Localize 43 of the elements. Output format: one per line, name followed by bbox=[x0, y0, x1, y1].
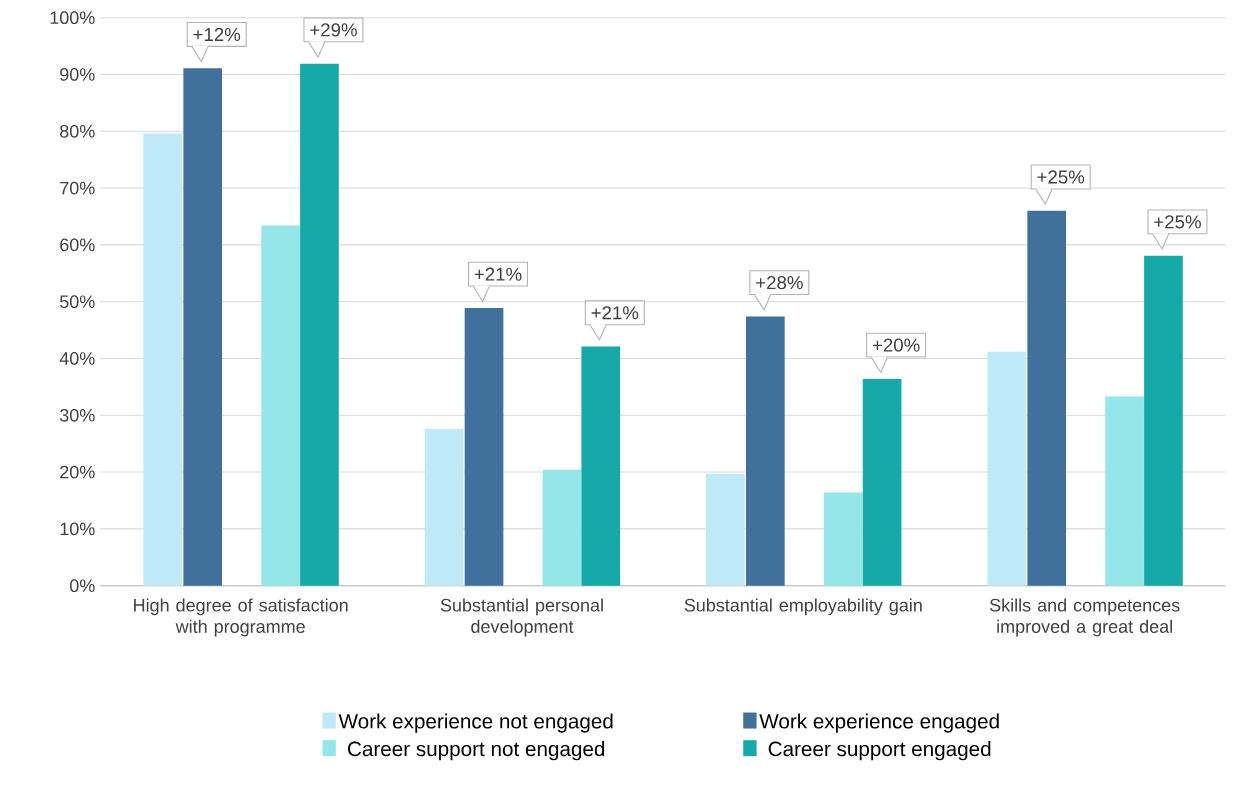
y-tick-label: 90% bbox=[60, 68, 95, 81]
y-tick-label: 100% bbox=[50, 11, 95, 25]
y-tick-label: 80% bbox=[60, 125, 95, 138]
legend-label: Career support engaged bbox=[768, 741, 991, 761]
annotation: +21% bbox=[474, 267, 522, 281]
bar bbox=[1027, 210, 1067, 586]
y-tick-label: 50% bbox=[59, 295, 95, 309]
bar bbox=[987, 351, 1027, 586]
legend-label: Work experience not engaged bbox=[338, 713, 613, 733]
y-tick-label: 40% bbox=[59, 352, 95, 365]
bar bbox=[424, 429, 464, 586]
y-tick-label: 10% bbox=[60, 522, 95, 536]
annotation: +20% bbox=[872, 338, 920, 352]
bar bbox=[862, 379, 902, 586]
bar bbox=[1144, 255, 1183, 586]
bar bbox=[706, 473, 745, 586]
y-tick-label: 20% bbox=[60, 465, 95, 479]
y-tick-label: 0% bbox=[69, 579, 95, 593]
x-tick-label: High degree of satisfaction with programme bbox=[134, 598, 348, 637]
legend-label: Work experience engaged bbox=[759, 713, 999, 733]
y-tick-label: 70% bbox=[60, 181, 95, 195]
bar bbox=[261, 225, 300, 586]
bar bbox=[823, 492, 863, 586]
legend-label: Career support not engaged bbox=[348, 741, 605, 761]
bar bbox=[746, 316, 785, 586]
annotation: +12% bbox=[193, 28, 241, 42]
bar bbox=[300, 63, 339, 586]
bar bbox=[1105, 396, 1144, 586]
bar bbox=[143, 133, 183, 586]
y-tick-label: 60% bbox=[60, 238, 95, 252]
bar bbox=[581, 346, 621, 586]
annotation: +29% bbox=[310, 23, 357, 37]
y-tick-label: 30% bbox=[59, 409, 95, 422]
x-tick-label: Skills and competences improved a great deal bbox=[989, 598, 1180, 637]
annotation: +21% bbox=[591, 306, 639, 320]
bar bbox=[183, 68, 223, 586]
annotation: +28% bbox=[756, 276, 803, 290]
annotation: +25% bbox=[1037, 170, 1085, 184]
bar bbox=[464, 308, 504, 586]
x-tick-label: Substantial personal development bbox=[440, 598, 603, 637]
bar bbox=[542, 469, 582, 586]
annotation: +25% bbox=[1154, 215, 1201, 229]
x-tick-label: Substantial employability gain bbox=[684, 598, 922, 616]
